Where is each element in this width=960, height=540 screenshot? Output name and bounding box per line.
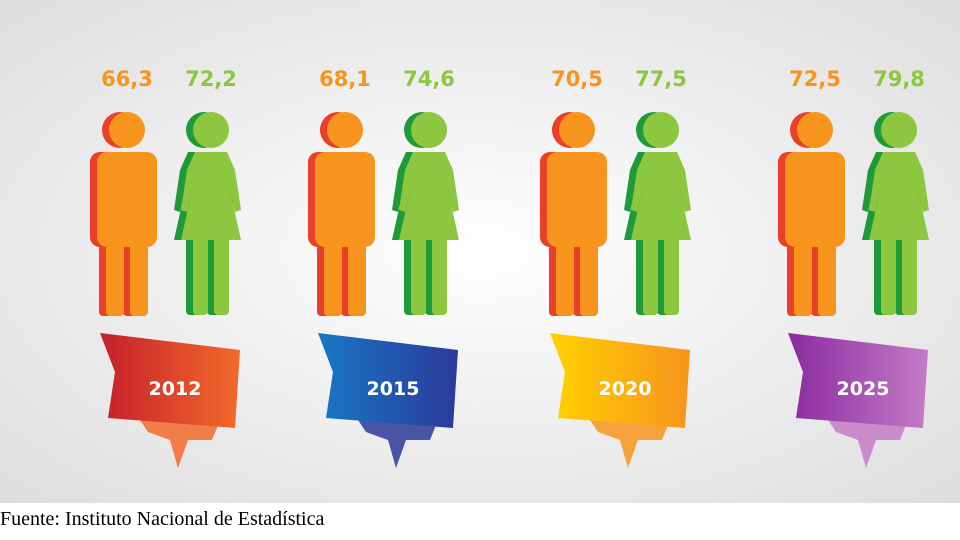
year-label: 2015 [367, 378, 420, 400]
year-label: 2012 [149, 378, 202, 400]
female-value: 72,2 [185, 67, 237, 91]
ribbon [550, 333, 690, 428]
year-label: 2025 [837, 378, 890, 400]
female-value: 77,5 [635, 67, 687, 91]
female-value: 79,8 [873, 67, 925, 91]
ribbon [788, 333, 928, 428]
ribbon [318, 333, 458, 428]
source: Fuente: Instituto Nacional de Estadístic… [0, 508, 325, 530]
male-value: 68,1 [319, 67, 371, 91]
ribbon-tail [358, 420, 438, 468]
ribbon-tail [140, 420, 220, 468]
ribbon-tail [828, 420, 908, 468]
male-value: 66,3 [101, 67, 153, 91]
ribbon [100, 333, 240, 428]
ribbon-tail [590, 420, 670, 468]
female-value: 74,6 [403, 67, 455, 91]
year-label: 2020 [599, 378, 652, 400]
infographic: 66,3 72,2 2012 68,1 74,6 2015 70,5 77,5 2020 72,5… [0, 0, 960, 503]
male-value: 72,5 [789, 67, 841, 91]
male-value: 70,5 [551, 67, 603, 91]
